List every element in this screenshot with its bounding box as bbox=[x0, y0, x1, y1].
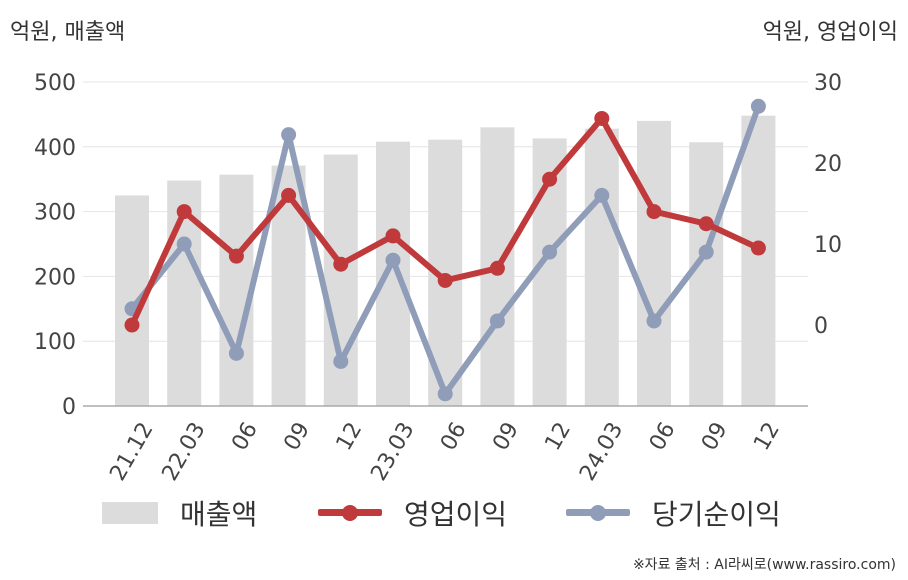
point-net-income bbox=[333, 353, 349, 369]
left-tick-label: 0 bbox=[62, 395, 76, 420]
x-tick-label: 23.03 bbox=[366, 418, 419, 485]
legend-swatch-revenue bbox=[102, 502, 158, 524]
x-tick-label: 12 bbox=[540, 418, 576, 455]
point-operating-profit bbox=[698, 216, 714, 232]
left-axis-unit: 억원, 매출액 bbox=[10, 20, 126, 45]
point-net-income bbox=[281, 127, 297, 143]
right-tick-label: 10 bbox=[814, 233, 842, 258]
x-tick-label: 06 bbox=[645, 418, 681, 455]
right-axis-unit: 억원, 영업이익 bbox=[762, 20, 898, 45]
point-net-income bbox=[542, 244, 558, 260]
point-operating-profit bbox=[333, 256, 349, 272]
point-net-income bbox=[646, 313, 662, 329]
right-tick-label: 30 bbox=[814, 71, 842, 96]
point-operating-profit bbox=[228, 248, 244, 264]
point-net-income bbox=[750, 98, 766, 114]
legend-swatch-net bbox=[566, 498, 630, 528]
point-operating-profit bbox=[542, 171, 558, 187]
point-net-income bbox=[489, 313, 505, 329]
x-tick-label: 12 bbox=[332, 418, 368, 455]
right-tick-label: 0 bbox=[814, 314, 828, 339]
x-tick-label: 09 bbox=[697, 418, 733, 455]
legend-swatch-operating bbox=[318, 498, 382, 528]
left-tick-label: 200 bbox=[34, 265, 76, 290]
point-operating-profit bbox=[176, 204, 192, 220]
left-tick-label: 100 bbox=[34, 330, 76, 355]
point-operating-profit bbox=[489, 260, 505, 276]
legend-label-revenue: 매출액 bbox=[180, 498, 258, 531]
right-tick-label: 20 bbox=[814, 152, 842, 177]
legend: 매출액 영업이익 당기순이익 bbox=[0, 490, 908, 540]
legend-item-net: 당기순이익 bbox=[566, 490, 781, 536]
point-net-income bbox=[228, 345, 244, 361]
point-operating-profit bbox=[646, 204, 662, 220]
legend-item-operating: 영업이익 bbox=[318, 490, 507, 536]
point-net-income bbox=[594, 187, 610, 203]
x-tick-label: 06 bbox=[227, 418, 263, 455]
legend-label-operating: 영업이익 bbox=[404, 498, 508, 531]
point-net-income bbox=[698, 244, 714, 260]
point-net-income bbox=[176, 236, 192, 252]
left-tick-label: 400 bbox=[34, 136, 76, 161]
legend-label-net: 당기순이익 bbox=[652, 498, 781, 531]
x-tick-label: 09 bbox=[488, 418, 524, 455]
legend-item-revenue: 매출액 bbox=[102, 490, 257, 536]
point-operating-profit bbox=[385, 228, 401, 244]
point-operating-profit bbox=[124, 317, 140, 333]
x-tick-label: 09 bbox=[279, 418, 315, 455]
x-tick-label: 06 bbox=[436, 418, 472, 455]
x-tick-label: 12 bbox=[749, 418, 785, 455]
bar-revenue bbox=[219, 174, 254, 406]
bar-revenue bbox=[637, 120, 671, 406]
left-tick-label: 300 bbox=[34, 201, 76, 226]
bar-revenue bbox=[376, 141, 410, 406]
source-note: ※자료 출처 : AI라씨로(www.rassiro.com) bbox=[632, 557, 896, 573]
left-tick-label: 500 bbox=[34, 71, 76, 96]
bar-revenue bbox=[584, 128, 619, 406]
point-operating-profit bbox=[750, 240, 766, 256]
point-operating-profit bbox=[437, 272, 453, 288]
point-operating-profit bbox=[594, 110, 610, 126]
x-tick-label: 24.03 bbox=[575, 418, 628, 485]
point-operating-profit bbox=[281, 187, 297, 203]
bar-revenue bbox=[741, 115, 776, 407]
x-tick-label: 22.03 bbox=[158, 418, 211, 485]
point-net-income bbox=[437, 386, 453, 402]
bar-revenue bbox=[689, 142, 724, 406]
point-net-income bbox=[385, 252, 401, 268]
x-tick-label: 21.12 bbox=[105, 418, 158, 485]
